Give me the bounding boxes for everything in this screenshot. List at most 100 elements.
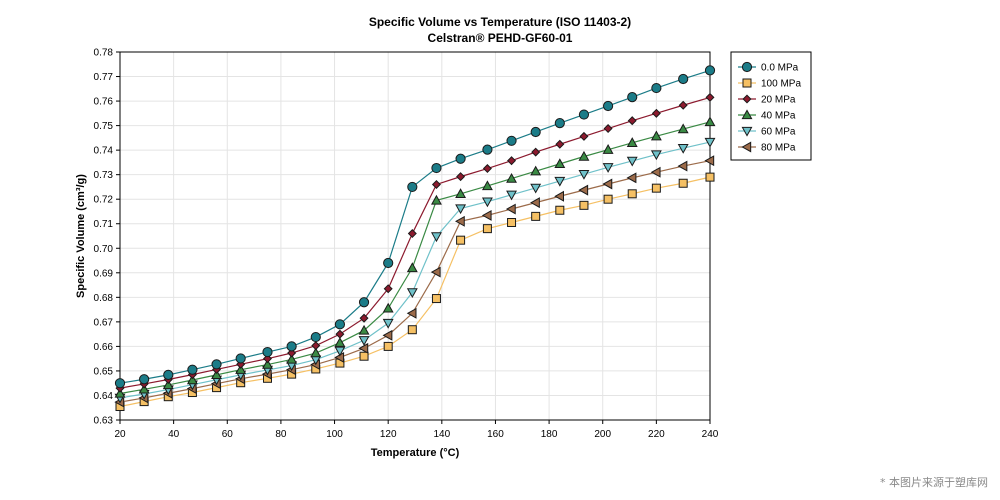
chart-title: Specific Volume vs Temperature (ISO 1140… — [369, 15, 631, 29]
data-point — [678, 100, 688, 110]
data-point — [407, 325, 417, 335]
data-point — [114, 378, 126, 389]
data-point — [311, 341, 321, 351]
x-tick-label: 20 — [114, 429, 126, 440]
data-point — [383, 341, 393, 351]
data-point — [431, 162, 442, 174]
data-point — [603, 194, 613, 204]
data-point — [455, 204, 467, 215]
data-point — [627, 92, 638, 103]
data-point — [482, 224, 492, 234]
data-point — [677, 123, 689, 134]
legend-label: 100 MPa — [761, 79, 801, 90]
data-point — [235, 353, 246, 364]
y-tick-label: 0.65 — [94, 366, 114, 377]
data-point — [407, 181, 418, 193]
data-point — [334, 346, 346, 357]
data-point — [186, 374, 198, 385]
series-5 — [114, 155, 715, 408]
y-tick-label: 0.68 — [94, 293, 114, 304]
data-point — [554, 118, 565, 129]
data-point — [482, 144, 493, 155]
y-tick-label: 0.67 — [94, 317, 114, 328]
legend-label: 60 MPa — [761, 127, 796, 138]
data-point — [262, 346, 273, 358]
data-point — [530, 165, 542, 176]
data-point — [481, 197, 493, 208]
y-tick-label: 0.70 — [94, 244, 114, 255]
data-point — [578, 150, 590, 161]
data-point — [578, 169, 590, 180]
data-point — [358, 297, 370, 308]
data-point — [506, 135, 517, 146]
data-point — [335, 329, 345, 339]
y-tick-label: 0.72 — [94, 195, 114, 206]
data-point — [430, 266, 441, 278]
data-point — [627, 189, 637, 199]
data-point — [530, 197, 540, 209]
data-point — [456, 235, 466, 245]
data-point — [650, 130, 662, 141]
data-point — [506, 190, 517, 201]
data-point — [162, 379, 174, 390]
data-point — [431, 294, 441, 304]
data-point — [431, 232, 442, 243]
data-point — [286, 353, 298, 364]
series-line — [119, 96, 711, 389]
y-tick-label: 0.76 — [94, 97, 114, 108]
legend-marker — [741, 109, 753, 120]
data-point — [626, 172, 637, 184]
legend-label: 40 MPa — [761, 111, 796, 122]
data-point — [481, 180, 493, 191]
data-point — [603, 124, 613, 134]
data-point — [454, 215, 465, 227]
data-point — [650, 150, 662, 161]
data-point — [626, 156, 638, 167]
data-point — [555, 205, 565, 215]
series-2 — [115, 92, 715, 393]
x-axis-ticks: 20 40 60 80 100 120 140 160 180 200 220 240 — [114, 420, 719, 440]
legend-marker — [742, 94, 752, 104]
data-point — [382, 329, 393, 341]
data-point — [677, 160, 688, 172]
data-point — [406, 307, 417, 319]
data-point — [554, 158, 566, 169]
data-point — [286, 341, 297, 352]
chart-subtitle: Celstran® PEHD-GF60-01 — [428, 31, 573, 45]
y-tick-label: 0.73 — [94, 170, 114, 181]
data-point — [506, 172, 517, 183]
y-tick-label: 0.64 — [94, 391, 114, 402]
data-point — [626, 137, 638, 147]
data-point — [406, 288, 418, 299]
data-point — [530, 126, 541, 138]
data-point — [555, 139, 565, 149]
grid — [119, 51, 711, 421]
data-point — [358, 336, 370, 346]
x-tick-label: 180 — [541, 429, 558, 440]
data-point — [704, 116, 716, 127]
data-point — [235, 364, 247, 374]
series-line — [119, 121, 711, 395]
data-point — [455, 153, 466, 164]
data-point — [651, 82, 662, 94]
series-layer — [114, 65, 716, 412]
x-tick-label: 100 — [326, 429, 343, 440]
data-point — [431, 179, 441, 189]
data-point — [211, 369, 222, 380]
y-tick-label: 0.66 — [94, 342, 114, 353]
data-point — [602, 178, 613, 190]
data-point — [677, 143, 689, 154]
data-point — [187, 364, 198, 375]
data-point — [431, 194, 442, 205]
legend: 0.0 MPa 100 MPa 20 MPa 40 MPa 60 MPa 80 MPa — [730, 51, 812, 161]
series-0 — [114, 65, 716, 389]
data-point — [455, 188, 467, 198]
x-tick-label: 240 — [702, 429, 719, 440]
data-point — [406, 262, 418, 273]
series-3 — [114, 116, 716, 398]
series-1 — [115, 172, 715, 412]
legend-marker — [741, 126, 753, 137]
data-point — [211, 359, 222, 370]
data-point — [578, 184, 589, 196]
x-tick-label: 140 — [433, 429, 450, 440]
